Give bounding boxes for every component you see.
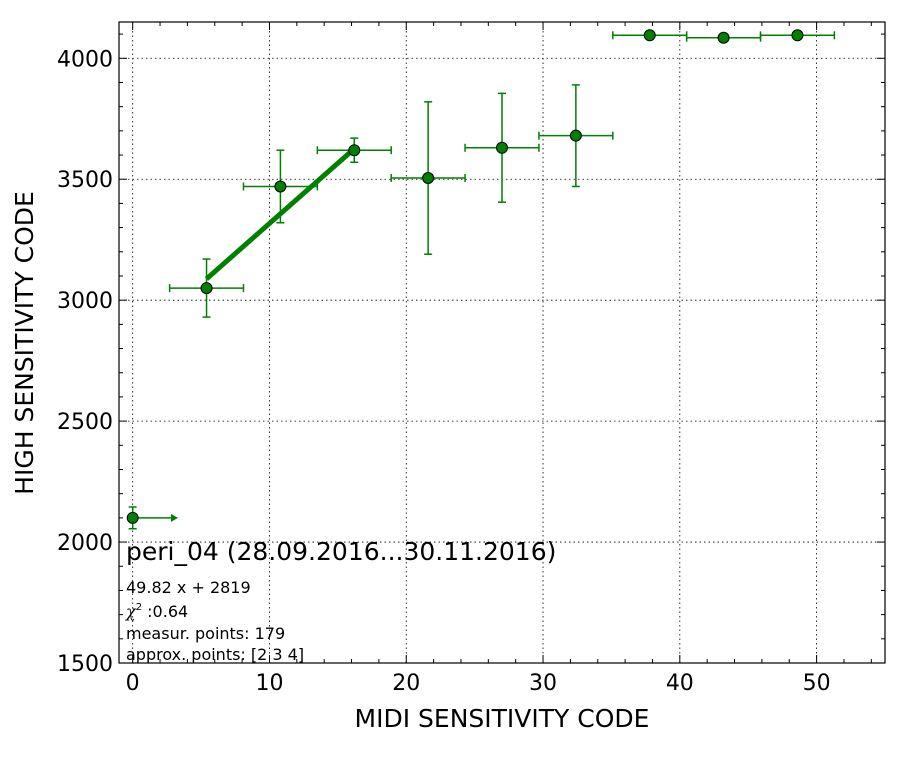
x-tick-label: 40 — [666, 671, 694, 696]
data-point — [274, 180, 287, 193]
y-tick-label: 4000 — [57, 47, 113, 72]
x-tick-labels: 0 10 20 30 40 50 — [126, 671, 831, 696]
chi-symbol: χ — [125, 602, 137, 621]
x-tick-label: 50 — [803, 671, 831, 696]
axis-ticks — [119, 22, 885, 664]
plot-frame — [118, 21, 886, 664]
data-point — [643, 29, 656, 42]
chart-title: peri_04 (28.09.2016...30.11.2016) — [126, 537, 556, 566]
data-point — [348, 144, 361, 157]
data-point — [496, 141, 508, 154]
chi-value: :0.64 — [142, 602, 188, 621]
y-tick-label: 3500 — [57, 168, 113, 193]
data-point — [126, 511, 139, 524]
error-bar — [128, 506, 178, 530]
error-bars — [128, 31, 836, 530]
measured-points: measur. points: 179 — [126, 624, 285, 643]
data-point — [422, 172, 435, 185]
y-tick-label: 3000 — [57, 289, 113, 314]
data-point — [569, 129, 582, 142]
arrow-head — [170, 513, 178, 522]
x-tick-label: 20 — [392, 671, 420, 696]
x-tick-label: 30 — [529, 671, 557, 696]
y-tick-labels: 1500 2000 2500 3000 3500 4000 — [57, 47, 113, 677]
y-tick-label: 2500 — [57, 410, 113, 435]
chi-square: χ2 :0.64 — [125, 602, 188, 621]
y-tick-label: 1500 — [57, 652, 113, 677]
x-tick-label: 10 — [255, 671, 283, 696]
y-axis-label: HIGH SENSITIVITY CODE — [10, 191, 39, 495]
data-points — [126, 29, 804, 524]
x-tick-label: 0 — [126, 671, 140, 696]
data-point — [200, 282, 213, 295]
chi-superscript: 2 — [136, 602, 142, 613]
y-tick-label: 2000 — [57, 531, 113, 556]
x-axis-label: MIDI SENSITIVITY CODE — [355, 704, 650, 733]
data-point — [717, 31, 730, 44]
data-point — [791, 29, 804, 42]
approx-points: approx. points: [2 3 4] — [126, 645, 304, 664]
fit-equation: 49.82 x + 2819 — [126, 578, 251, 597]
